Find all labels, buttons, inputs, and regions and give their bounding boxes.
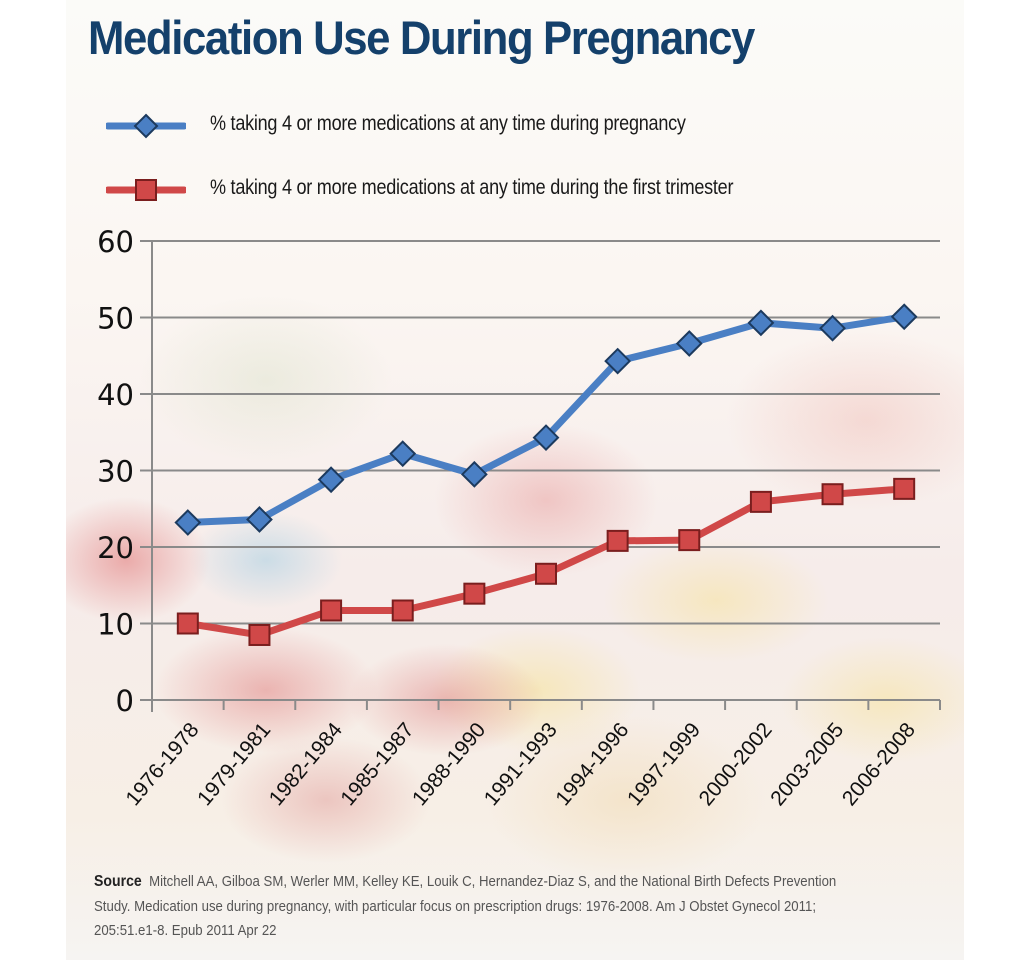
data-point-square <box>749 490 772 513</box>
data-point-square <box>678 529 701 552</box>
x-tick-label: 1979-1981 <box>193 718 275 810</box>
legend-item-first-trimester <box>106 170 186 210</box>
source-text-line-3: 205:51.e1-8. Epub 2011 Apr 22 <box>94 922 277 939</box>
series <box>174 303 918 646</box>
y-tick-label-0: 0 <box>116 684 134 718</box>
data-point-square <box>391 599 414 622</box>
x-tick-label: 2000-2002 <box>695 718 777 810</box>
axes <box>151 241 941 712</box>
source-citation: Source Mitchell AA, Gilboa SM, Werler MM… <box>94 870 956 944</box>
y-tick-label-30: 30 <box>97 455 134 489</box>
data-point-diamond <box>819 314 846 342</box>
y-tick-label-50: 50 <box>97 302 134 336</box>
data-point-square <box>248 623 271 646</box>
data-point-diamond <box>747 309 775 337</box>
y-tick-label-60: 60 <box>97 225 134 259</box>
x-tick-label: 1991-1993 <box>480 718 562 810</box>
data-point-diamond <box>675 330 703 357</box>
legend-label-first-trimester: % taking 4 or more medications at any ti… <box>210 176 734 199</box>
source-text-line-2: Study. Medication use during pregnancy, … <box>94 897 816 915</box>
x-tick-label: 1988-1990 <box>408 718 490 810</box>
series-pregnancy <box>174 303 918 536</box>
x-tick-label: 1976-1978 <box>121 718 203 810</box>
data-point-diamond <box>532 424 560 452</box>
source-label: Source <box>94 873 142 890</box>
y-tick-label-20: 20 <box>97 531 134 565</box>
series-first-trimester <box>176 477 916 646</box>
data-point-diamond <box>317 466 345 494</box>
x-tick-label: 2003-2005 <box>766 718 848 810</box>
data-point-square <box>463 582 486 605</box>
legend-item-pregnancy <box>106 106 186 146</box>
x-tick-label: 2006-2008 <box>838 718 920 810</box>
gridlines <box>140 240 940 701</box>
series-line <box>187 313 905 527</box>
data-point-square <box>176 612 199 635</box>
y-tick-label-10: 10 <box>97 608 134 642</box>
x-tick-labels: 1976-19781979-19811982-19841985-19871988… <box>121 718 920 810</box>
y-tick-label-40: 40 <box>97 378 134 412</box>
y-tick-labels: 0 10 20 30 40 50 60 <box>97 225 134 718</box>
data-point-square <box>320 599 343 622</box>
legend-label-pregnancy: % taking 4 or more medications at any ti… <box>210 112 686 135</box>
x-tick-label: 1997-1999 <box>623 718 705 810</box>
data-point-diamond <box>604 347 632 375</box>
chart-background <box>66 0 964 960</box>
data-point-square <box>535 562 557 585</box>
data-point-diamond <box>460 460 488 488</box>
chart-title: Medication Use During Pregnancy <box>88 11 755 64</box>
data-point-square <box>821 483 844 506</box>
x-tick-label: 1985-1987 <box>336 718 418 810</box>
series-line <box>187 485 905 639</box>
x-tick-label: 1994-1996 <box>551 718 633 810</box>
source-text-line-1: Mitchell AA, Gilboa SM, Werler MM, Kelle… <box>149 873 837 890</box>
data-point-square <box>606 529 629 552</box>
data-point-diamond <box>246 506 273 533</box>
x-tick-label: 1982-1984 <box>265 718 347 810</box>
data-point-diamond <box>890 303 918 331</box>
legend-swatch-red-square <box>106 179 186 201</box>
data-point-diamond <box>389 440 417 468</box>
data-point-square <box>893 477 916 500</box>
data-point-diamond <box>174 509 202 536</box>
legend-swatch-blue-diamond <box>106 113 186 139</box>
